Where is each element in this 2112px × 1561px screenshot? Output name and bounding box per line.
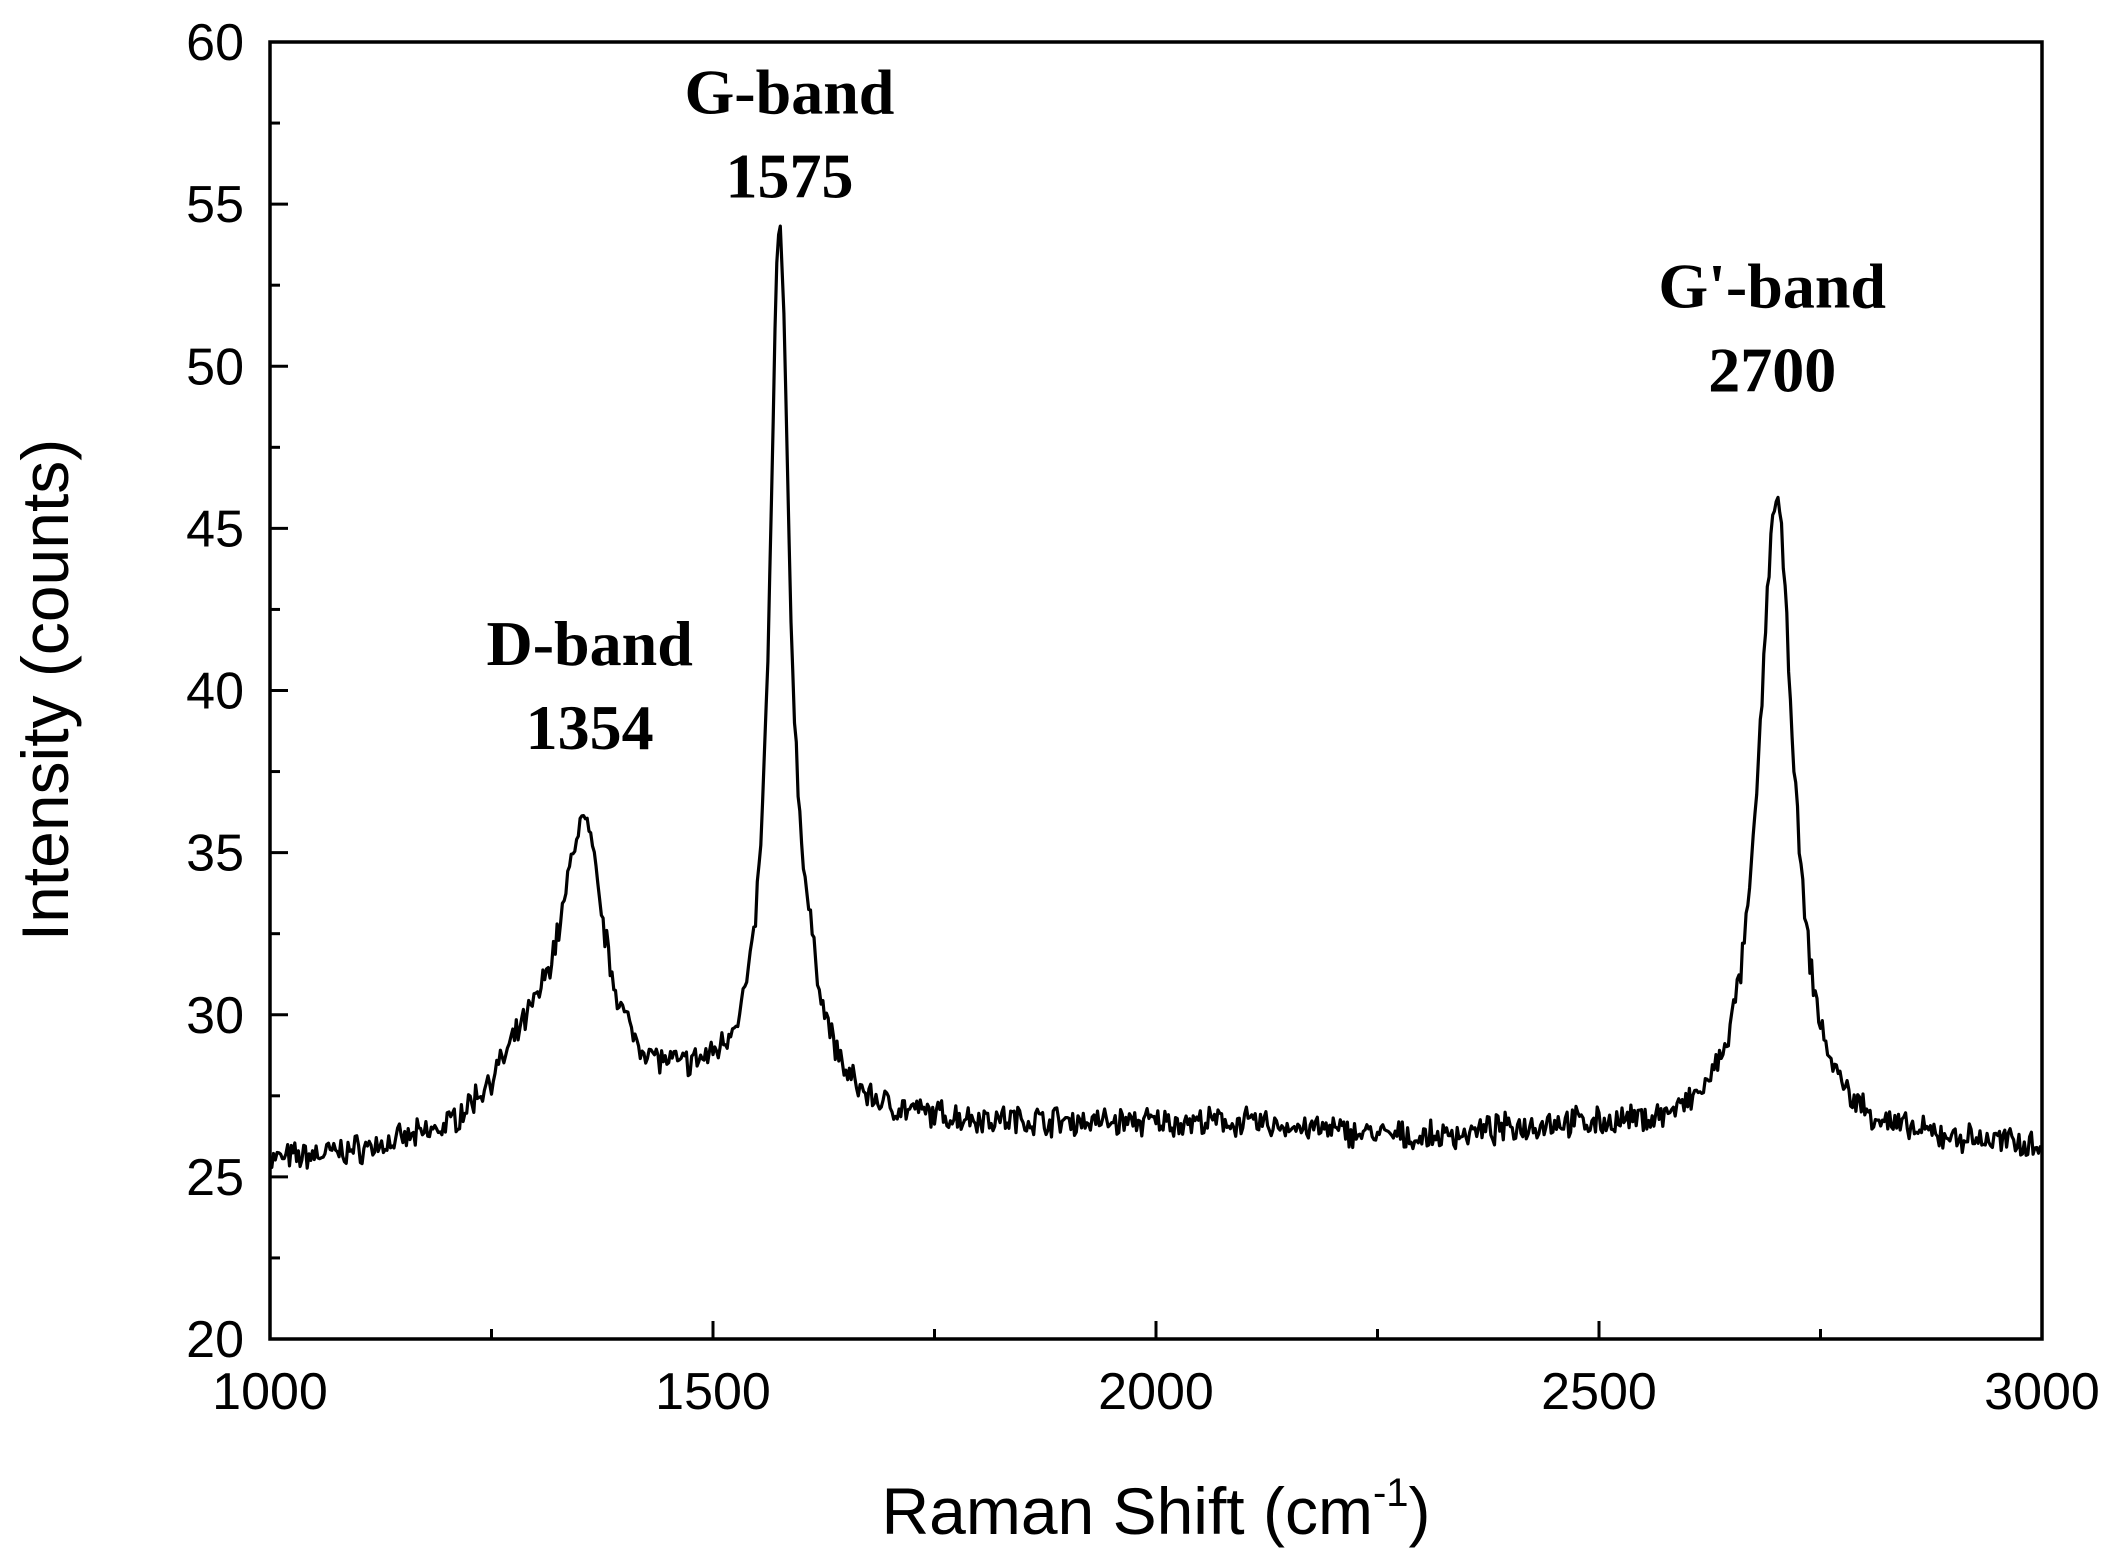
x-tick-label: 1500 [655,1363,771,1421]
y-axis-title: Intensity (counts) [8,439,82,942]
x-axis-title-main: Raman Shift (cm [881,1474,1372,1548]
x-axis-title-superscript: -1 [1373,1471,1409,1515]
x-tick-label: 2500 [1541,1363,1657,1421]
x-tick-label: 3000 [1984,1363,2100,1421]
y-tick-label: 60 [186,14,244,72]
x-tick-label: 2000 [1098,1363,1214,1421]
annotation-D-band-label: D-band [486,608,692,679]
annotation-Gprime-band-value: 2700 [1708,335,1836,406]
y-tick-label: 55 [186,176,244,234]
x-axis-title: Raman Shift (cm-1) [881,1471,1430,1548]
x-axis-tick-labels: 1000 1500 2000 2500 3000 [212,1363,2100,1421]
y-tick-label: 25 [186,1149,244,1207]
y-tick-label: 30 [186,987,244,1045]
y-tick-label: 40 [186,663,244,721]
y-axis-tick-labels: 20 25 30 35 40 45 50 55 60 [186,14,244,1369]
y-tick-label: 20 [186,1311,244,1369]
y-tick-label: 50 [186,338,244,396]
annotation-G-band-value: 1575 [725,140,853,211]
annotation-G-band-label: G-band [685,56,895,127]
x-axis-title-close: ) [1409,1474,1431,1548]
y-tick-label: 35 [186,825,244,883]
annotation-D-band-value: 1354 [526,692,654,763]
peak-annotations: D-band 1354 G-band 1575 G'-band 2700 [486,56,1886,763]
spectrum-line [269,224,2044,1170]
plot-frame [268,40,2044,1341]
annotation-Gprime-band-label: G'-band [1658,251,1886,322]
y-tick-label: 45 [186,500,244,558]
x-tick-label: 1000 [212,1363,328,1421]
